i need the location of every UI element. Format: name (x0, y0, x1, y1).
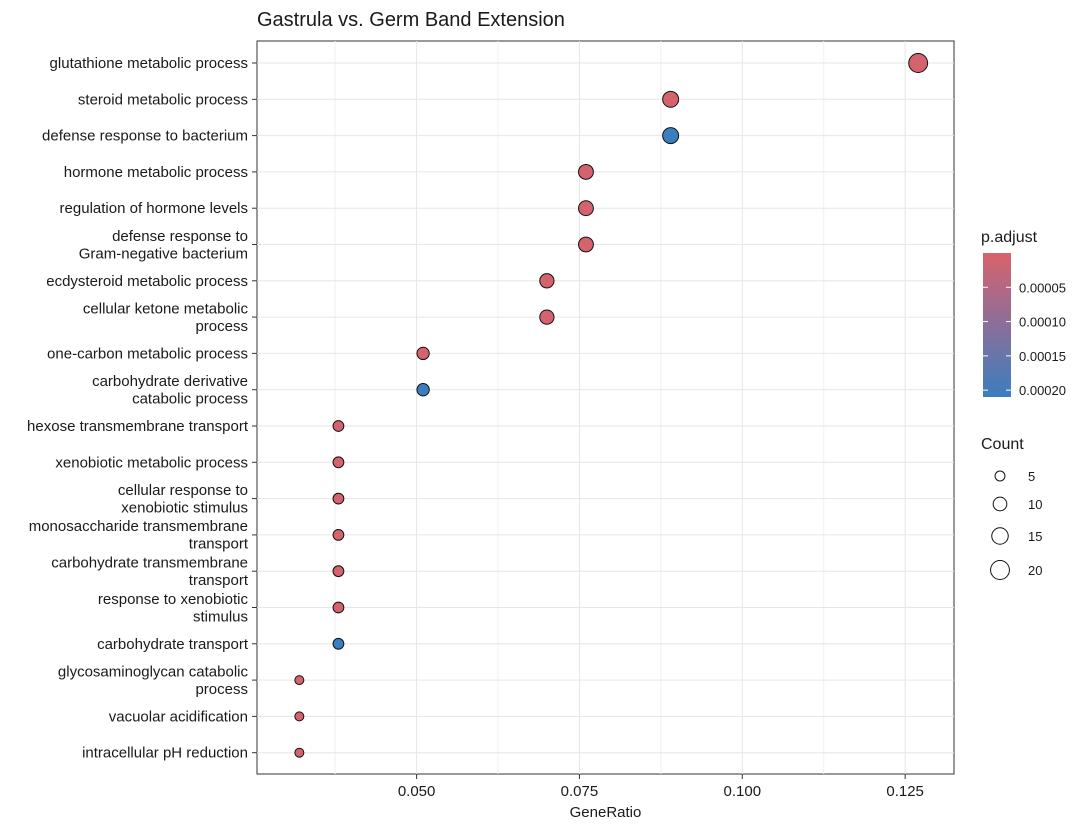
size-legend-circle (992, 496, 1008, 512)
y-tick-label: xenobiotic stimulus (121, 499, 248, 516)
y-tick-label: stimulus (193, 608, 248, 625)
data-point (416, 383, 430, 397)
y-tick-label: carbohydrate transmembrane (51, 554, 248, 571)
color-legend: p.adjust 0.00005 0.00010 0.00015 0.00020 (981, 229, 1066, 398)
y-tick-label: monosaccharide transmembrane (29, 518, 248, 535)
y-tick-label: Gram-negative bacterium (79, 245, 248, 262)
size-legend-title: Count (981, 436, 1024, 453)
y-tick-label: cellular response to (118, 482, 248, 499)
y-tick-label: carbohydrate derivative (92, 373, 248, 390)
y-tick-label: transport (189, 572, 249, 589)
size-legend-items: 5 10 15 20 (990, 469, 1042, 580)
color-legend-label: 0.00020 (1019, 383, 1066, 398)
data-point (539, 309, 555, 325)
y-tick-label: transport (189, 536, 249, 553)
color-legend-title: p.adjust (981, 229, 1038, 246)
y-tick-label: one-carbon metabolic process (47, 345, 248, 362)
chart-title: Gastrula vs. Germ Band Extension (257, 9, 565, 31)
y-tick-label: vacuolar acidification (109, 708, 248, 725)
size-legend-label: 20 (1028, 563, 1042, 578)
data-point (332, 492, 345, 505)
y-tick-label: hexose transmembrane transport (27, 418, 249, 435)
y-tick-label: process (195, 318, 248, 335)
data-point (332, 456, 345, 469)
data-point (294, 675, 305, 686)
y-tick-label: carbohydrate transport (97, 636, 249, 653)
data-point (332, 637, 345, 650)
x-axis-label: GeneRatio (570, 804, 642, 821)
size-legend-circle (994, 470, 1006, 482)
color-legend-label: 0.00010 (1019, 315, 1066, 330)
color-legend-label: 0.00005 (1019, 280, 1066, 295)
y-tick-label: hormone metabolic process (64, 164, 248, 181)
data-point (908, 53, 929, 73)
grid-lines (257, 41, 954, 774)
data-point (294, 711, 305, 722)
size-legend-label: 10 (1028, 497, 1042, 512)
size-legend-circle (990, 560, 1010, 580)
data-point (539, 273, 555, 289)
size-legend-label: 15 (1028, 529, 1042, 544)
size-legend: Count 5 10 15 20 (981, 436, 1042, 580)
size-legend-label: 5 (1028, 469, 1035, 484)
data-point (578, 200, 594, 217)
y-tick-label: ecdysteroid metabolic process (46, 273, 248, 290)
y-tick-label: steroid metabolic process (78, 91, 248, 108)
data-point (294, 747, 305, 758)
y-axis-ticks: glutathione metabolic process steroid met… (27, 55, 257, 762)
data-point (332, 420, 345, 432)
y-tick-label: xenobiotic metabolic process (55, 454, 248, 471)
data-point (662, 127, 680, 145)
data-points (294, 53, 929, 758)
y-tick-label: glycosaminoglycan catabolic (58, 663, 249, 680)
data-point (578, 236, 594, 253)
y-tick-label: intracellular pH reduction (82, 745, 248, 762)
y-tick-label: process (195, 681, 248, 698)
data-point (662, 90, 680, 108)
y-tick-label: cellular ketone metabolic (83, 300, 249, 317)
data-point (332, 565, 345, 578)
y-tick-label: defense response to (112, 228, 248, 245)
color-legend-bar (983, 253, 1011, 397)
plot-panel (256, 40, 955, 775)
x-tick-label: 0.050 (398, 783, 436, 800)
data-point (332, 601, 345, 614)
y-tick-label: glutathione metabolic process (50, 55, 248, 72)
y-tick-label: response to xenobiotic (98, 591, 249, 608)
color-legend-ticks: 0.00005 0.00010 0.00015 0.00020 (983, 280, 1066, 398)
x-axis-ticks: 0.050 0.075 0.100 0.125 (398, 774, 924, 800)
y-tick-label: catabolic process (132, 390, 248, 407)
y-tick-label: defense response to bacterium (42, 128, 248, 145)
x-tick-label: 0.100 (724, 783, 762, 800)
data-point (416, 346, 430, 361)
size-legend-circle (991, 527, 1009, 545)
data-point (578, 163, 594, 180)
color-legend-label: 0.00015 (1019, 349, 1066, 364)
data-point (332, 529, 345, 541)
x-tick-label: 0.125 (886, 783, 924, 800)
x-tick-label: 0.075 (561, 783, 599, 800)
y-tick-label: regulation of hormone levels (60, 200, 248, 217)
